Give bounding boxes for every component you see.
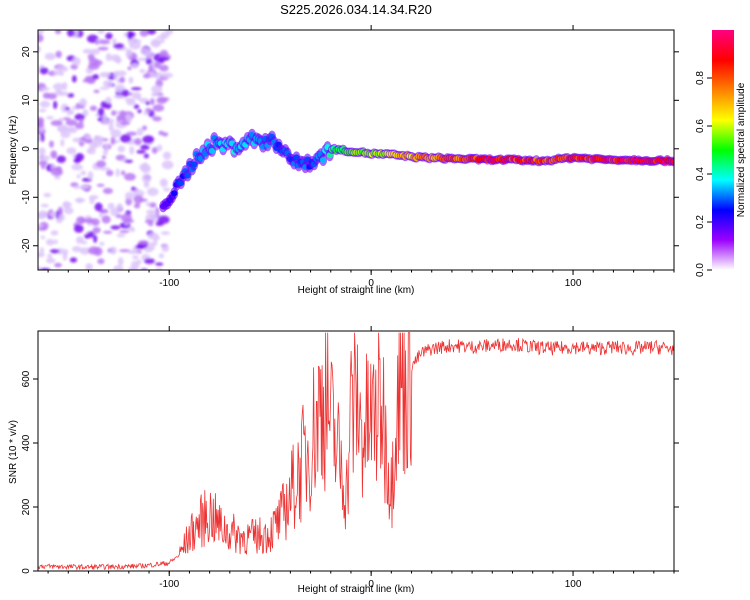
snr-xlabel: Height of straight line (km) bbox=[298, 584, 415, 595]
spectrogram-ridge bbox=[159, 128, 674, 213]
x-tick-label: 0 bbox=[368, 579, 374, 590]
y-tick-label: 0 bbox=[21, 568, 32, 574]
x-tick-label: 100 bbox=[565, 278, 582, 289]
snr-series-line bbox=[38, 332, 674, 571]
spectrogram-frame bbox=[37, 29, 675, 271]
spectrogram-ylabel: Frequency (Hz) bbox=[8, 116, 19, 185]
y-tick-label: -20 bbox=[21, 238, 32, 253]
colorbar-tick-label: 0.0 bbox=[695, 263, 706, 277]
snr-frame bbox=[37, 330, 675, 572]
colorbar-tick-label: 0.8 bbox=[695, 71, 706, 85]
y-tick-label: 600 bbox=[21, 370, 32, 387]
spectrogram-xlabel: Height of straight line (km) bbox=[298, 285, 415, 296]
y-tick-label: 20 bbox=[21, 46, 32, 58]
x-tick-label: -100 bbox=[159, 579, 179, 590]
x-tick-label: -100 bbox=[159, 278, 179, 289]
colorbar-tick-label: 0.6 bbox=[695, 119, 706, 133]
y-tick-label: 200 bbox=[21, 498, 32, 515]
x-tick-label: 0 bbox=[368, 278, 374, 289]
spectrogram-noise-blobs bbox=[38, 30, 174, 270]
colorbar: 0.0 0.2 0.4 0.6 0.8 Normalized spectral ampl… bbox=[695, 30, 747, 277]
spectrogram-content bbox=[38, 30, 674, 270]
colorbar-ticks: 0.0 0.2 0.4 0.6 0.8 bbox=[695, 71, 712, 277]
snr-panel: -100 0 100 0 200 400 600 Height of straight li… bbox=[8, 326, 679, 595]
y-tick-label: 0 bbox=[21, 146, 32, 152]
snr-ylabel: SNR (10 * v/v) bbox=[8, 420, 19, 484]
y-tick-label: -10 bbox=[21, 190, 32, 205]
colorbar-tick-label: 0.2 bbox=[695, 215, 706, 229]
colorbar-label: Normalized spectral amplitude bbox=[736, 82, 747, 217]
snr-background bbox=[38, 331, 674, 571]
figure-title: S225.2026.034.14.34.R20 bbox=[280, 2, 432, 17]
snr-axes: -100 0 100 0 200 400 600 bbox=[21, 326, 679, 590]
y-tick-label: 400 bbox=[21, 434, 32, 451]
colorbar-gradient bbox=[712, 30, 734, 270]
colorbar-tick-label: 0.4 bbox=[695, 167, 706, 181]
x-tick-label: 100 bbox=[565, 579, 582, 590]
y-tick-label: 10 bbox=[21, 94, 32, 106]
